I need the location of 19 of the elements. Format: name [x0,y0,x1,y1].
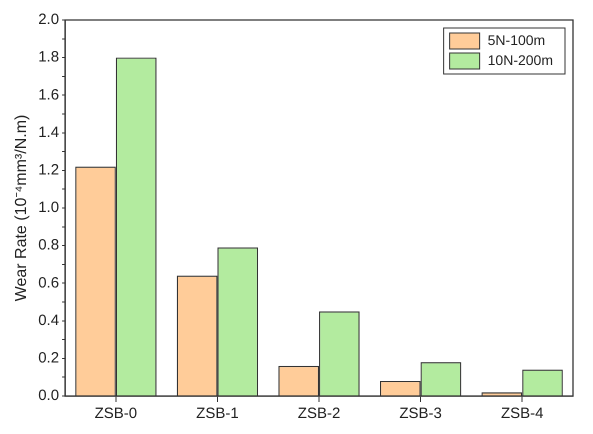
x-tick-label: ZSB-3 [399,405,442,422]
x-tick-label: ZSB-4 [500,405,544,422]
x-tick-label: ZSB-0 [94,405,138,422]
y-tick-label: 1.2 [38,162,60,179]
y-tick-label: 0.0 [38,387,60,404]
x-tick-label: ZSB-1 [196,405,239,422]
y-tick-label: 1.4 [38,124,60,141]
y-tick-label: 0.8 [38,236,60,254]
y-tick-label: 0.6 [38,274,60,292]
legend-label: 5N-100m [488,32,546,48]
y-tick-label: 1.0 [38,199,60,216]
y-axis-title: Wear Rate (10⁻⁴mm³/N.m) [13,114,30,302]
y-tick-label: 1.8 [38,48,60,66]
y-tick-label: 0.2 [38,350,60,367]
y-tick-label: 1.6 [38,86,60,104]
x-tick-label: ZSB-2 [298,405,340,422]
y-tick-label: 0.4 [38,312,60,329]
legend-label: 10N-200m [488,52,554,68]
y-tick-label: 2.0 [38,11,60,28]
